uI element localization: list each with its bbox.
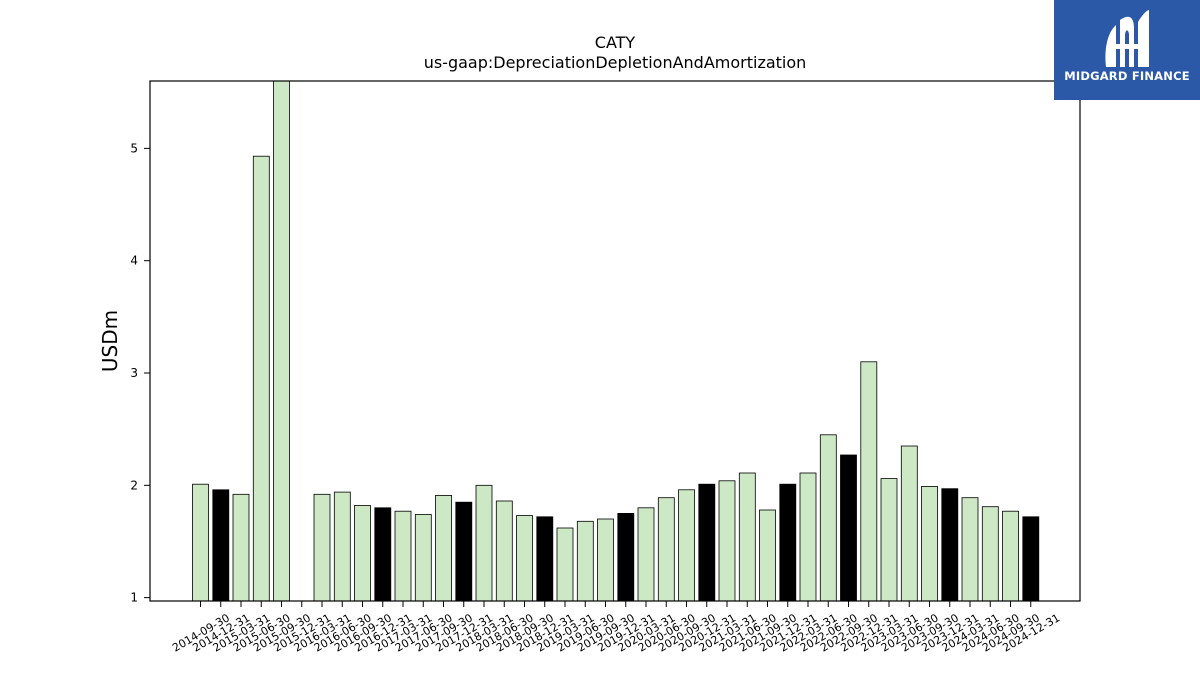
bar-2024-09-30 (1002, 510, 1019, 602)
logo-wordmark: MIDGARD FINANCE (1064, 69, 1190, 83)
bar-2023-06-30 (900, 445, 918, 602)
bar-2020-06-30 (657, 497, 675, 602)
y-axis-ticks: 1 2 3 4 5 (130, 141, 150, 605)
y-axis-label: USDm (98, 310, 122, 372)
bar-2016-03-31 (313, 493, 331, 602)
bar-2014-12-31 (212, 489, 230, 602)
bar-2018-03-31 (475, 484, 493, 602)
midgard-finance-logo: MIDGARD FINANCE (1054, 0, 1200, 100)
bar-2017-09-30 (435, 494, 452, 602)
plot-frame (149, 80, 1081, 602)
bar-2019-03-31 (556, 527, 574, 602)
bar-2015-03-31 (232, 493, 250, 602)
chart-title: CATY (595, 33, 636, 52)
y-tick-label: 2 (130, 478, 138, 492)
bar-2018-09-30 (516, 515, 533, 602)
bar-2015-06-30 (252, 155, 270, 602)
bar-2021-03-31 (718, 480, 736, 602)
bars-group (192, 80, 1040, 602)
bar-2018-06-30 (495, 500, 513, 602)
y-tick-label: 3 (130, 366, 138, 380)
midgard-logo-icon (1105, 10, 1149, 68)
bar-2024-12-31 (1022, 516, 1040, 602)
bar-2017-06-30 (414, 514, 432, 602)
bar-2016-12-31 (374, 507, 392, 602)
bar-2022-09-30 (840, 454, 857, 602)
bar-2023-12-31 (941, 488, 959, 602)
bar-2022-03-31 (799, 472, 817, 602)
bar-2020-03-31 (637, 507, 655, 602)
bar-2017-03-31 (394, 510, 412, 602)
bar-2020-12-31 (698, 483, 716, 602)
bar-2016-06-30 (333, 491, 351, 602)
bar-2014-09-30 (192, 483, 209, 602)
chart-subtitle: us-gaap:DepreciationDepletionAndAmortiza… (424, 53, 807, 72)
bar-2017-12-31 (455, 501, 473, 602)
bar-2023-09-30 (921, 485, 938, 602)
bar-2022-12-31 (860, 361, 878, 602)
bar-2022-06-30 (819, 434, 837, 602)
bar-2016-09-30 (354, 505, 371, 602)
y-tick-label: 5 (130, 141, 138, 155)
bar-2020-09-30 (678, 489, 695, 602)
y-tick-label: 4 (130, 254, 138, 268)
bar-2019-06-30 (576, 520, 594, 602)
y-tick-label: 1 (130, 591, 138, 605)
bar-2023-03-31 (880, 478, 898, 602)
bar-2019-09-30 (597, 518, 614, 602)
bar-2024-06-30 (981, 506, 999, 602)
x-axis-ticks: 2014-09-302014-12-312015-03-312015-06-30… (170, 601, 1062, 655)
bar-2018-12-31 (536, 516, 554, 602)
bar-2019-12-31 (617, 513, 635, 602)
bar-2021-06-30 (738, 472, 756, 602)
bar-2024-03-31 (961, 497, 979, 602)
bar-2015-09-30 (273, 80, 290, 602)
bar-2021-09-30 (759, 509, 776, 602)
bar-2021-12-31 (779, 483, 797, 602)
